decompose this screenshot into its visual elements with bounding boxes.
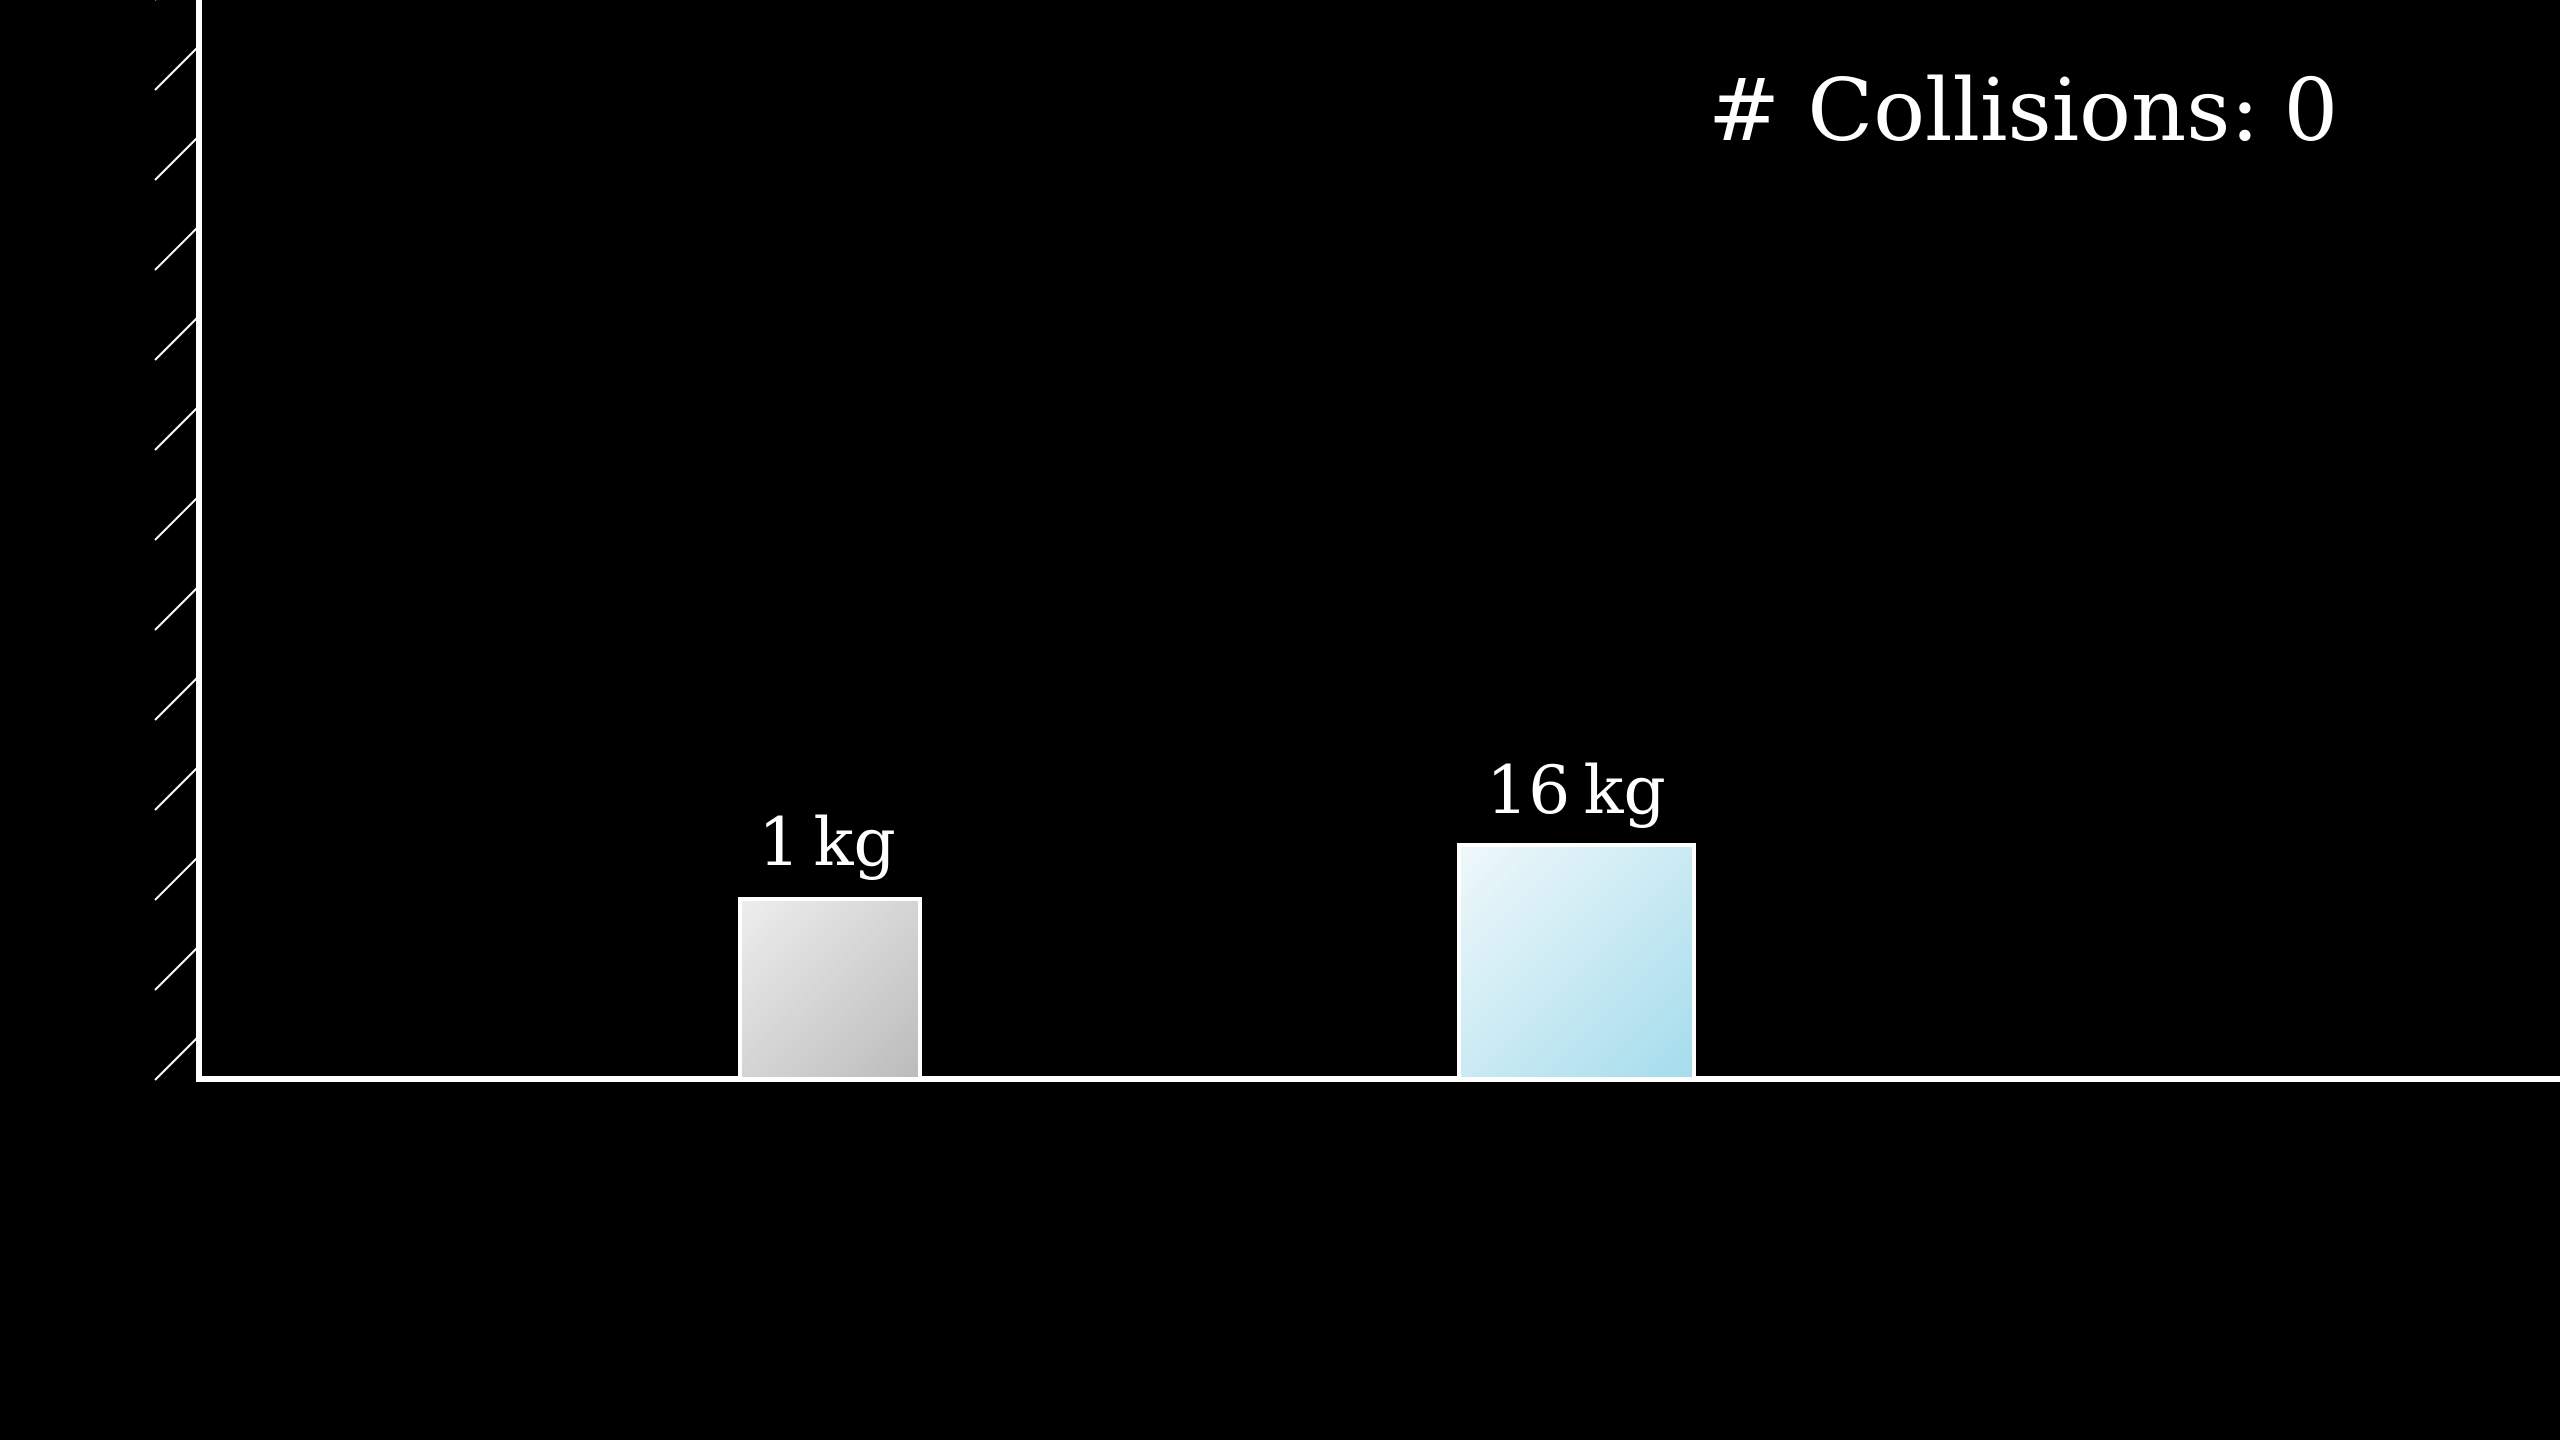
block-large-mass-value: 16 xyxy=(1486,752,1571,829)
collision-counter-value: 0 xyxy=(2283,61,2339,161)
block-small-mass-value: 1 xyxy=(758,804,801,881)
wall-hatch-mark xyxy=(154,1037,198,1081)
wall-hatch-mark xyxy=(154,947,198,991)
wall-hatch-mark xyxy=(154,227,198,271)
wall-hatch-mark xyxy=(154,857,198,901)
wall-hatch-mark xyxy=(154,137,198,181)
wall-hatch-mark xyxy=(154,677,198,721)
wall xyxy=(154,0,202,1082)
wall-hatch-mark xyxy=(154,407,198,451)
wall-hatch-mark xyxy=(154,767,198,811)
block-large xyxy=(1457,843,1696,1081)
block-small-mass-unit: kg xyxy=(813,804,896,881)
block-small-mass-label: 1 kg xyxy=(758,810,895,876)
block-large-mass-unit: kg xyxy=(1583,752,1666,829)
wall-hatch-mark xyxy=(154,497,198,541)
collision-counter: # Collisions: 0 xyxy=(1708,68,2338,154)
wall-hatch-mark xyxy=(154,587,198,631)
wall-hatch-mark xyxy=(154,317,198,361)
block-small xyxy=(738,897,922,1081)
wall-hatch-mark xyxy=(154,47,198,91)
collision-counter-label: # Collisions: xyxy=(1708,61,2260,161)
wall-hatching xyxy=(154,0,198,1081)
block-large-mass-label: 16 kg xyxy=(1486,758,1665,824)
